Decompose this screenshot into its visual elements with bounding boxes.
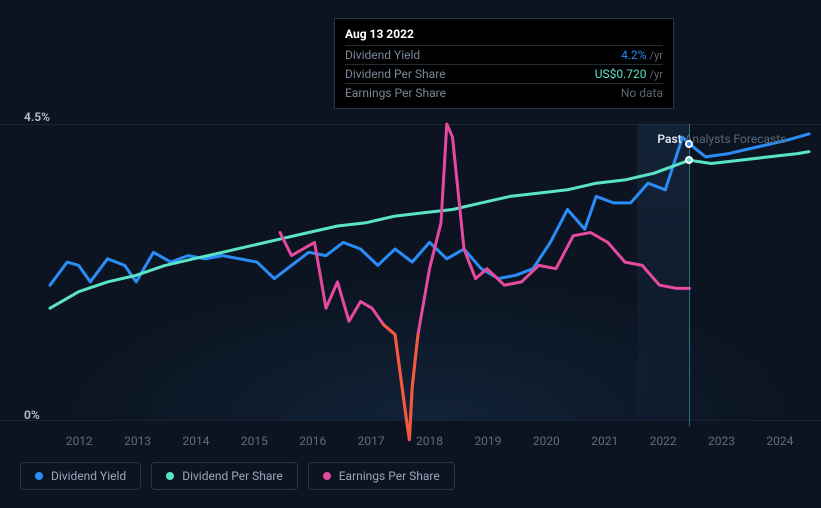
legend-dot-icon xyxy=(35,472,43,480)
legend-dot-icon xyxy=(323,472,331,480)
tooltip-row-value: No data xyxy=(621,86,663,100)
tooltip-row-label: Earnings Per Share xyxy=(345,86,446,100)
hover-dot xyxy=(685,156,693,164)
xaxis-tick: 2019 xyxy=(459,434,517,448)
tooltip-date: Aug 13 2022 xyxy=(345,25,663,45)
yaxis-max-label: 4.5% xyxy=(24,110,50,124)
legend-dot-icon xyxy=(166,472,174,480)
xaxis-tick: 2018 xyxy=(400,434,458,448)
legend: Dividend Yield Dividend Per Share Earnings… xyxy=(20,462,455,490)
tooltip-row: Dividend Per Share US$0.720/yr xyxy=(345,64,663,83)
xaxis-tick: 2022 xyxy=(634,434,692,448)
legend-item[interactable]: Dividend Yield xyxy=(20,462,141,490)
past-label: Past xyxy=(657,132,681,146)
series-svg xyxy=(50,124,809,420)
xaxis-tick: 2015 xyxy=(225,434,283,448)
tooltip-row-value: 4.2%/yr xyxy=(621,48,663,62)
xaxis: 2012201320142015201620172018201920202021… xyxy=(50,434,809,448)
xaxis-tick: 2014 xyxy=(167,434,225,448)
xaxis-tick: 2013 xyxy=(108,434,166,448)
tooltip-row-label: Dividend Per Share xyxy=(345,67,446,81)
xaxis-tick: 2024 xyxy=(751,434,809,448)
hover-line xyxy=(689,124,690,426)
legend-item[interactable]: Earnings Per Share xyxy=(308,462,455,490)
hover-dot xyxy=(685,140,693,148)
xaxis-tick: 2012 xyxy=(50,434,108,448)
past-future-divider: Past Analysts Forecasts xyxy=(657,132,786,146)
tooltip-row-value: US$0.720/yr xyxy=(595,67,663,81)
legend-item[interactable]: Dividend Per Share xyxy=(151,462,298,490)
legend-label: Earnings Per Share xyxy=(339,469,440,483)
tooltip-row-label: Dividend Yield xyxy=(345,48,420,62)
xaxis-tick: 2020 xyxy=(517,434,575,448)
xaxis-tick: 2016 xyxy=(284,434,342,448)
tooltip-row: Earnings Per Share No data xyxy=(345,83,663,102)
legend-label: Dividend Yield xyxy=(51,469,126,483)
legend-label: Dividend Per Share xyxy=(182,469,283,483)
xaxis-tick: 2017 xyxy=(342,434,400,448)
forecast-label: Analysts Forecasts xyxy=(685,132,787,146)
plot-area[interactable]: Past Analysts Forecasts xyxy=(50,124,809,420)
chart-container: Aug 13 2022 Dividend Yield4.2%/yrDividen… xyxy=(0,0,821,508)
xaxis-tick: 2021 xyxy=(576,434,634,448)
tooltip-row: Dividend Yield 4.2%/yr xyxy=(345,45,663,64)
xaxis-tick: 2023 xyxy=(692,434,750,448)
hover-tooltip: Aug 13 2022 Dividend Yield4.2%/yrDividen… xyxy=(334,18,674,109)
